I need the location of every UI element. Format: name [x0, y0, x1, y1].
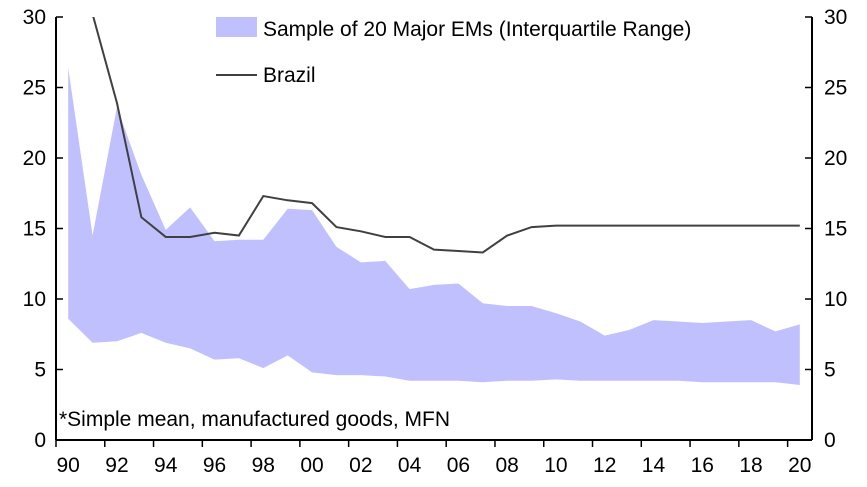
- x-tick-label: 08: [495, 454, 518, 477]
- x-tick-label: 14: [642, 454, 666, 477]
- brazil-line: [92, 17, 800, 254]
- y-tick-label-right: 5: [824, 359, 836, 382]
- y-tick-label-left: 5: [34, 359, 46, 382]
- legend-swatch-band: [216, 17, 257, 37]
- x-tick-label: 06: [447, 454, 470, 477]
- x-tick-label: 04: [398, 454, 422, 477]
- y-tick-label-left: 10: [23, 288, 46, 311]
- x-tick-label: 90: [57, 454, 80, 477]
- y-tick-label-left: 30: [23, 6, 46, 29]
- y-tick-label-left: 15: [23, 218, 46, 241]
- y-tick-label-right: 30: [824, 6, 847, 29]
- x-tick-label: 18: [739, 454, 762, 477]
- iqr-band: [68, 67, 800, 386]
- x-tick-label: 98: [252, 454, 275, 477]
- y-tick-label-right: 0: [824, 429, 836, 452]
- x-tick-label: 00: [300, 454, 323, 477]
- legend-label-brazil: Brazil: [263, 64, 316, 87]
- y-tick-label-left: 0: [34, 429, 46, 452]
- x-tick-label: 92: [105, 454, 128, 477]
- y-tick-label-right: 10: [824, 288, 847, 311]
- x-tick-label: 20: [788, 454, 811, 477]
- legend-label-band: Sample of 20 Major EMs (Interquartile Ra…: [263, 18, 691, 41]
- x-tick-label: 02: [349, 454, 372, 477]
- y-tick-label-left: 25: [23, 77, 46, 100]
- x-tick-label: 10: [544, 454, 567, 477]
- legend: Sample of 20 Major EMs (Interquartile Ra…: [216, 17, 691, 87]
- y-tick-label-left: 20: [23, 147, 46, 170]
- x-tick-label: 94: [154, 454, 178, 477]
- x-tick-label: 16: [691, 454, 714, 477]
- x-tick-label: 12: [593, 454, 616, 477]
- y-tick-label-right: 25: [824, 77, 847, 100]
- y-tick-label-right: 20: [824, 147, 847, 170]
- y-tick-label-right: 15: [824, 218, 847, 241]
- x-tick-label: 96: [203, 454, 226, 477]
- annotation: *Simple mean, manufactured goods, MFN: [59, 408, 450, 431]
